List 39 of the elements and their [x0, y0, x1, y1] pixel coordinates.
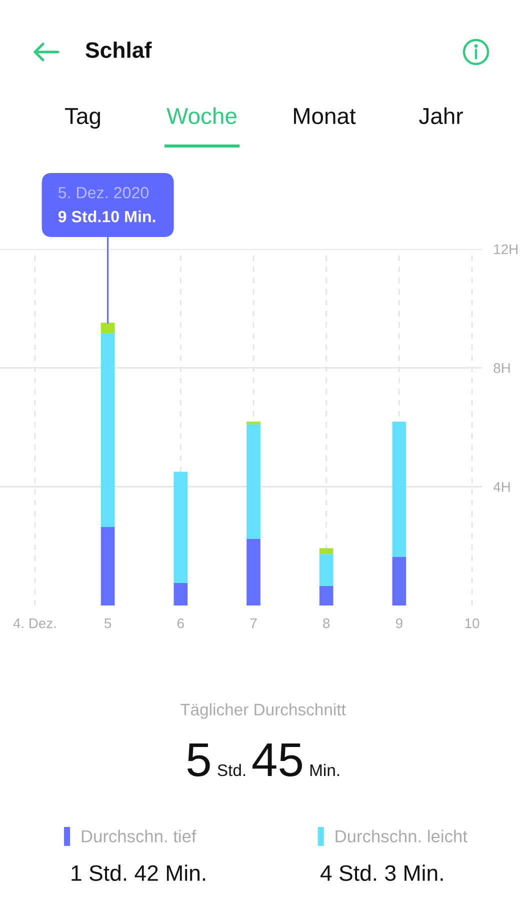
y-tick-label: 4H: [493, 482, 510, 492]
chart-title: Schlaf: [86, 42, 152, 58]
text: Tag: [65, 108, 100, 129]
text: 45: [252, 744, 302, 776]
bar: [174, 472, 188, 583]
text: 5: [187, 744, 210, 776]
text: Monat: [294, 108, 356, 124]
bar: [246, 538, 260, 606]
bar: [100, 333, 115, 527]
bar: [174, 582, 188, 606]
text: Std.: [218, 764, 246, 776]
text: Täglicher Durchschnitt: [180, 703, 346, 719]
x-tick-label: 7: [250, 618, 257, 628]
bar: [392, 556, 406, 606]
bar: [392, 422, 406, 557]
annotation: 9 Std.10 Min.: [58, 210, 156, 222]
x-tick-label: 9: [396, 618, 402, 628]
legend-label: Durchschn. leicht: [336, 830, 468, 842]
bar: [100, 322, 115, 334]
text: 1 Std. 42 Min.: [72, 864, 206, 881]
bar: [100, 526, 115, 606]
x-tick-label: 4. Dez.: [13, 618, 56, 628]
text: Jahr: [419, 107, 463, 124]
y-tick-label: 8H: [494, 363, 510, 374]
bar: [246, 422, 260, 424]
x-tick-label: 5: [104, 618, 112, 628]
text: 5. Dez. 2020: [58, 186, 149, 198]
bar: [246, 424, 260, 539]
y-tick-label: 12H: [494, 244, 518, 254]
x-tick-label: 8: [323, 618, 330, 628]
legend-label: Durchschn. tief: [82, 830, 196, 842]
bar: [319, 586, 334, 606]
x-tick-label: 6: [177, 618, 184, 628]
text: Woche: [166, 107, 236, 124]
x-tick-label: 10: [465, 618, 480, 628]
bar: [319, 554, 334, 586]
text: 4 Std. 3 Min.: [320, 864, 443, 881]
text: Min.: [310, 764, 340, 776]
bar: [319, 548, 334, 554]
